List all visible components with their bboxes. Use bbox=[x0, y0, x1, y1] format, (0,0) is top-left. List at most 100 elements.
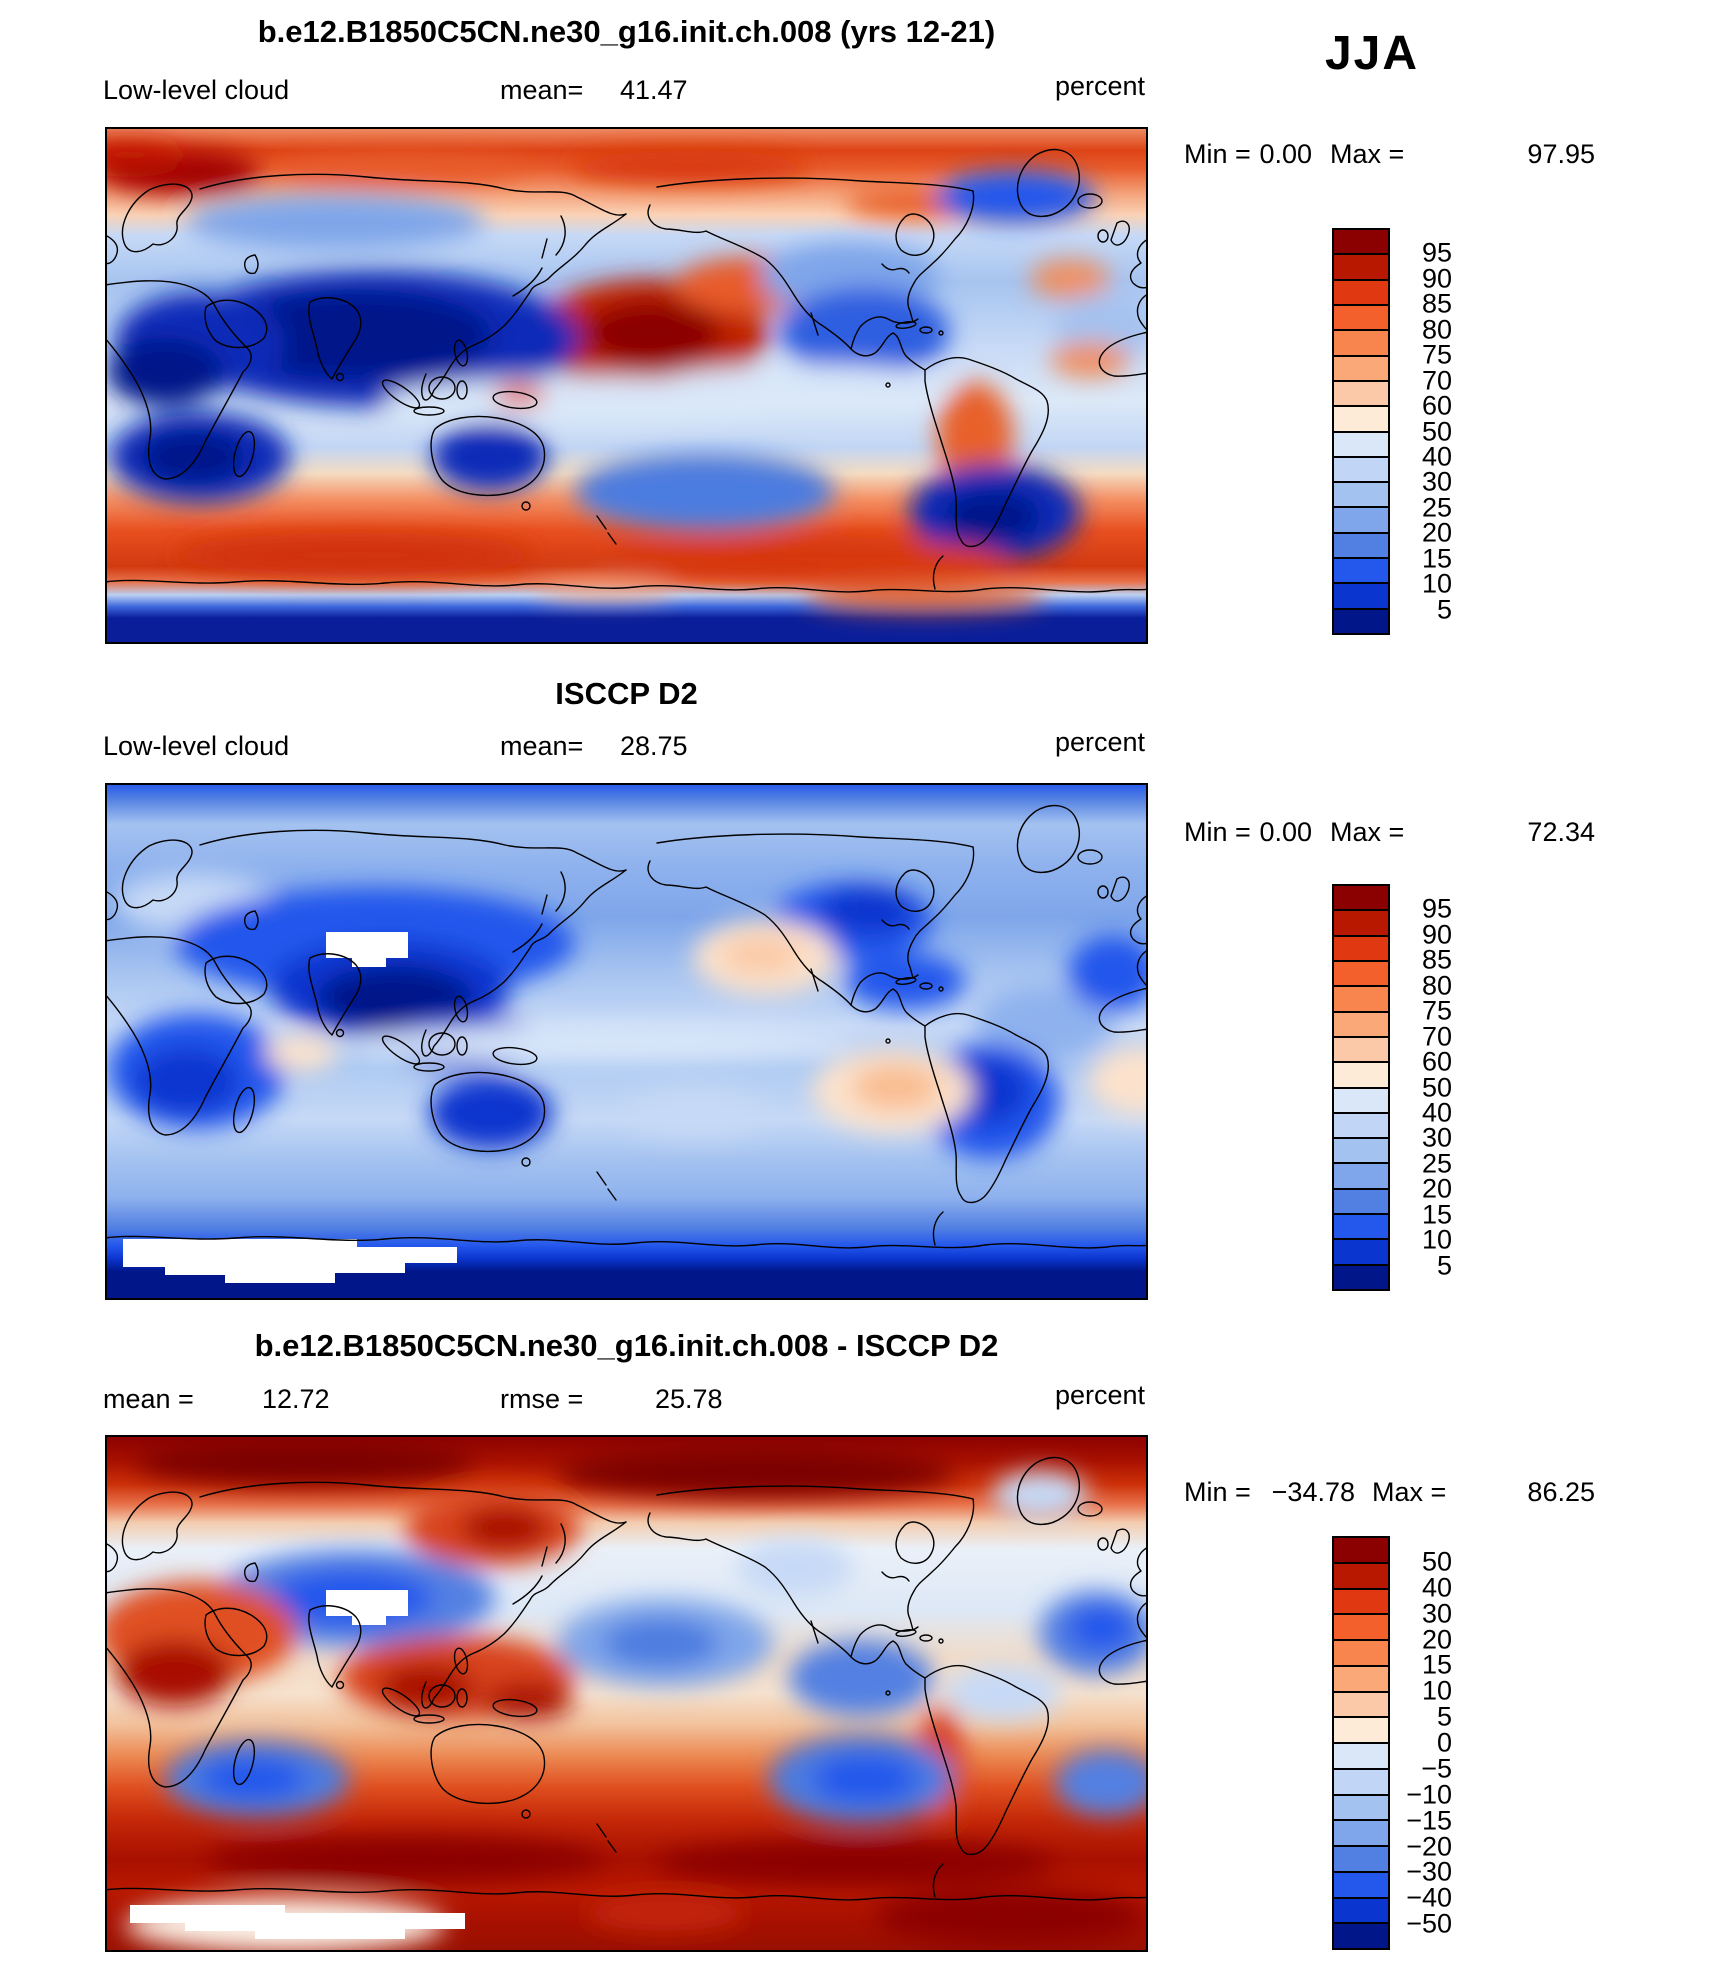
panel1-min-value: 0.00 bbox=[1259, 139, 1312, 169]
panel1-title: b.e12.B1850C5CN.ne30_g16.init.ch.008 (yr… bbox=[257, 14, 996, 49]
colorbar-segment bbox=[1334, 430, 1388, 456]
colorbar-segment bbox=[1334, 934, 1388, 960]
colorbar-segment bbox=[1334, 1111, 1388, 1138]
colorbar-tick-label: 75 bbox=[1421, 339, 1452, 370]
colorbar-segment bbox=[1334, 253, 1388, 279]
colorbar-segment bbox=[1334, 329, 1388, 355]
colorbar-segment bbox=[1334, 1213, 1388, 1239]
colorbar-segment bbox=[1334, 1263, 1388, 1289]
colorbar-tick-label: 70 bbox=[1421, 1021, 1452, 1052]
colorbar-segment bbox=[1334, 1664, 1388, 1691]
colorbar-tick-label: 15 bbox=[1421, 543, 1452, 574]
colorbar-tick-label: 90 bbox=[1421, 919, 1452, 950]
colorbar-segment bbox=[1334, 354, 1388, 380]
colorbar-tick-label: 0 bbox=[1436, 1727, 1452, 1758]
colorbar-segment bbox=[1334, 1613, 1388, 1639]
colorbar-segment bbox=[1334, 1561, 1388, 1588]
colorbar-tick-label: −30 bbox=[1406, 1856, 1452, 1887]
colorbar-tick-label: 40 bbox=[1421, 441, 1452, 472]
panel3-max-value: 86.25 bbox=[1527, 1477, 1595, 1507]
colorbar-tick-label: 10 bbox=[1421, 1224, 1452, 1255]
colorbar-tick-label: 30 bbox=[1421, 1598, 1452, 1629]
panel2-units-label: percent bbox=[1054, 727, 1145, 757]
map-difference bbox=[97, 1435, 1159, 1953]
colorbar-segment bbox=[1334, 1870, 1388, 1897]
panel3-min-value: −34.78 bbox=[1271, 1477, 1355, 1507]
colorbar-tick-label: −10 bbox=[1406, 1779, 1452, 1810]
colorbar-segment bbox=[1334, 1767, 1388, 1794]
panel2-min-value: 0.00 bbox=[1259, 817, 1312, 847]
colorbar-segment bbox=[1334, 1896, 1388, 1923]
colorbar-segment bbox=[1334, 481, 1388, 507]
colorbar-segment bbox=[1334, 985, 1388, 1011]
colorbar-tick-label: 15 bbox=[1421, 1649, 1452, 1680]
panel1-min-label: Min = bbox=[1184, 139, 1251, 169]
colorbar-tick-label: 95 bbox=[1421, 893, 1452, 924]
colorbar-tick-label: 50 bbox=[1421, 416, 1452, 446]
colorbar-tick-label: −15 bbox=[1406, 1805, 1452, 1836]
colorbar-tick-label: 60 bbox=[1421, 390, 1452, 421]
colorbar-segment bbox=[1334, 1587, 1388, 1614]
colorbar-segment bbox=[1334, 278, 1388, 304]
colorbar-box bbox=[1332, 228, 1390, 635]
colorbar-segment bbox=[1334, 1845, 1388, 1871]
colorbar-segment bbox=[1334, 1238, 1388, 1264]
colorbar-segment bbox=[1334, 1086, 1388, 1112]
colorbar-segment bbox=[1334, 303, 1388, 330]
colorbar-tick-label: 80 bbox=[1421, 970, 1452, 1001]
colorbar-segment bbox=[1334, 1137, 1388, 1163]
colorbar-tick-label: 20 bbox=[1421, 1624, 1452, 1654]
colorbar-tick-label: 5 bbox=[1436, 1701, 1452, 1732]
colorbar-segment bbox=[1334, 1187, 1388, 1214]
colorbar-tick-label: −50 bbox=[1406, 1908, 1452, 1939]
panel2-title: ISCCP D2 bbox=[555, 676, 698, 711]
colorbar-tick-label: 75 bbox=[1421, 995, 1452, 1026]
season-label: JJA bbox=[1324, 27, 1420, 80]
colorbar-tick-label: 10 bbox=[1421, 1675, 1452, 1706]
map-model bbox=[75, 127, 1155, 644]
colorbar-tick-label: 30 bbox=[1421, 1122, 1452, 1153]
panel3-title: b.e12.B1850C5CN.ne30_g16.init.ch.008 - I… bbox=[254, 1328, 999, 1363]
colorbar-tick-label: 5 bbox=[1436, 594, 1452, 625]
panel2-mean-label: mean= bbox=[500, 731, 584, 761]
colorbar-tick-label: 70 bbox=[1421, 365, 1452, 396]
colorbar-segment bbox=[1334, 1010, 1388, 1036]
colorbar-tick-label: 85 bbox=[1421, 288, 1452, 319]
colorbar-tick-label: 40 bbox=[1421, 1097, 1452, 1128]
colorbar-labels: 95 90 85 80 75 70 60 50 40 30 25 20 15 10 5 bbox=[1394, 228, 1452, 635]
panel3-min-label: Min = bbox=[1184, 1477, 1251, 1507]
colorbar-box bbox=[1332, 1536, 1390, 1950]
colorbar-segment bbox=[1334, 607, 1388, 633]
panel2-mean-value: 28.75 bbox=[620, 731, 688, 761]
panel2-max-label: Max = bbox=[1330, 817, 1405, 847]
colorbar-segment bbox=[1334, 1061, 1388, 1087]
panel2-min-label: Min = bbox=[1184, 817, 1251, 847]
colorbar-tick-label: −20 bbox=[1406, 1831, 1452, 1861]
panel2-variable-label: Low-level cloud bbox=[103, 731, 290, 761]
colorbar-tick-label: 20 bbox=[1421, 1173, 1452, 1204]
panel3-rmse-value: 25.78 bbox=[655, 1384, 723, 1414]
colorbar-segment bbox=[1334, 506, 1388, 532]
colorbar-segment bbox=[1334, 230, 1388, 254]
colorbar-tick-label: 50 bbox=[1421, 1072, 1452, 1102]
colorbar-segment bbox=[1334, 1690, 1388, 1717]
colorbar-segment bbox=[1334, 909, 1388, 935]
colorbar-labels: 50 40 30 20 15 10 5 0 −5 −10 −15 −20 −30 −40 −50 bbox=[1394, 1536, 1452, 1950]
colorbar-segment bbox=[1334, 1162, 1388, 1188]
colorbar-box bbox=[1332, 884, 1390, 1291]
colorbar-segment bbox=[1334, 1819, 1388, 1845]
colorbar-tick-label: 85 bbox=[1421, 944, 1452, 975]
colorbar-difference: 50 40 30 20 15 10 5 0 −5 −10 −15 −20 −30 −40 −50 bbox=[1332, 1536, 1462, 1950]
colorbar-tick-label: 60 bbox=[1421, 1046, 1452, 1077]
panel3-mean-value: 12.72 bbox=[262, 1384, 330, 1414]
colorbar-tick-label: 50 bbox=[1421, 1546, 1452, 1577]
panel2-max-value: 72.34 bbox=[1527, 817, 1595, 847]
panel3-units-label: percent bbox=[1054, 1380, 1145, 1410]
colorbar-segment bbox=[1334, 1922, 1388, 1948]
panel3-rmse-label: rmse = bbox=[500, 1384, 584, 1414]
panel1-mean-value: 41.47 bbox=[620, 75, 688, 105]
colorbar-tick-label: 80 bbox=[1421, 314, 1452, 345]
colorbar-segment bbox=[1334, 379, 1388, 406]
colorbar-percent-2: 95 90 85 80 75 70 60 50 40 30 25 20 15 10 5 bbox=[1332, 884, 1462, 1291]
colorbar-segment bbox=[1334, 1793, 1388, 1820]
